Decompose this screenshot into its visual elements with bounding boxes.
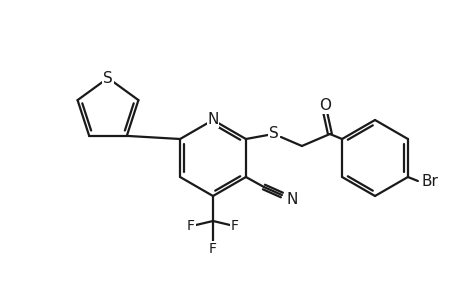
Text: S: S — [269, 127, 278, 142]
Text: Br: Br — [420, 175, 437, 190]
Text: F: F — [230, 219, 239, 233]
Text: F: F — [187, 219, 195, 233]
Text: S: S — [103, 70, 112, 86]
Text: N: N — [207, 112, 218, 128]
Text: F: F — [208, 242, 217, 256]
Text: N: N — [285, 191, 297, 206]
Text: O: O — [318, 98, 330, 113]
